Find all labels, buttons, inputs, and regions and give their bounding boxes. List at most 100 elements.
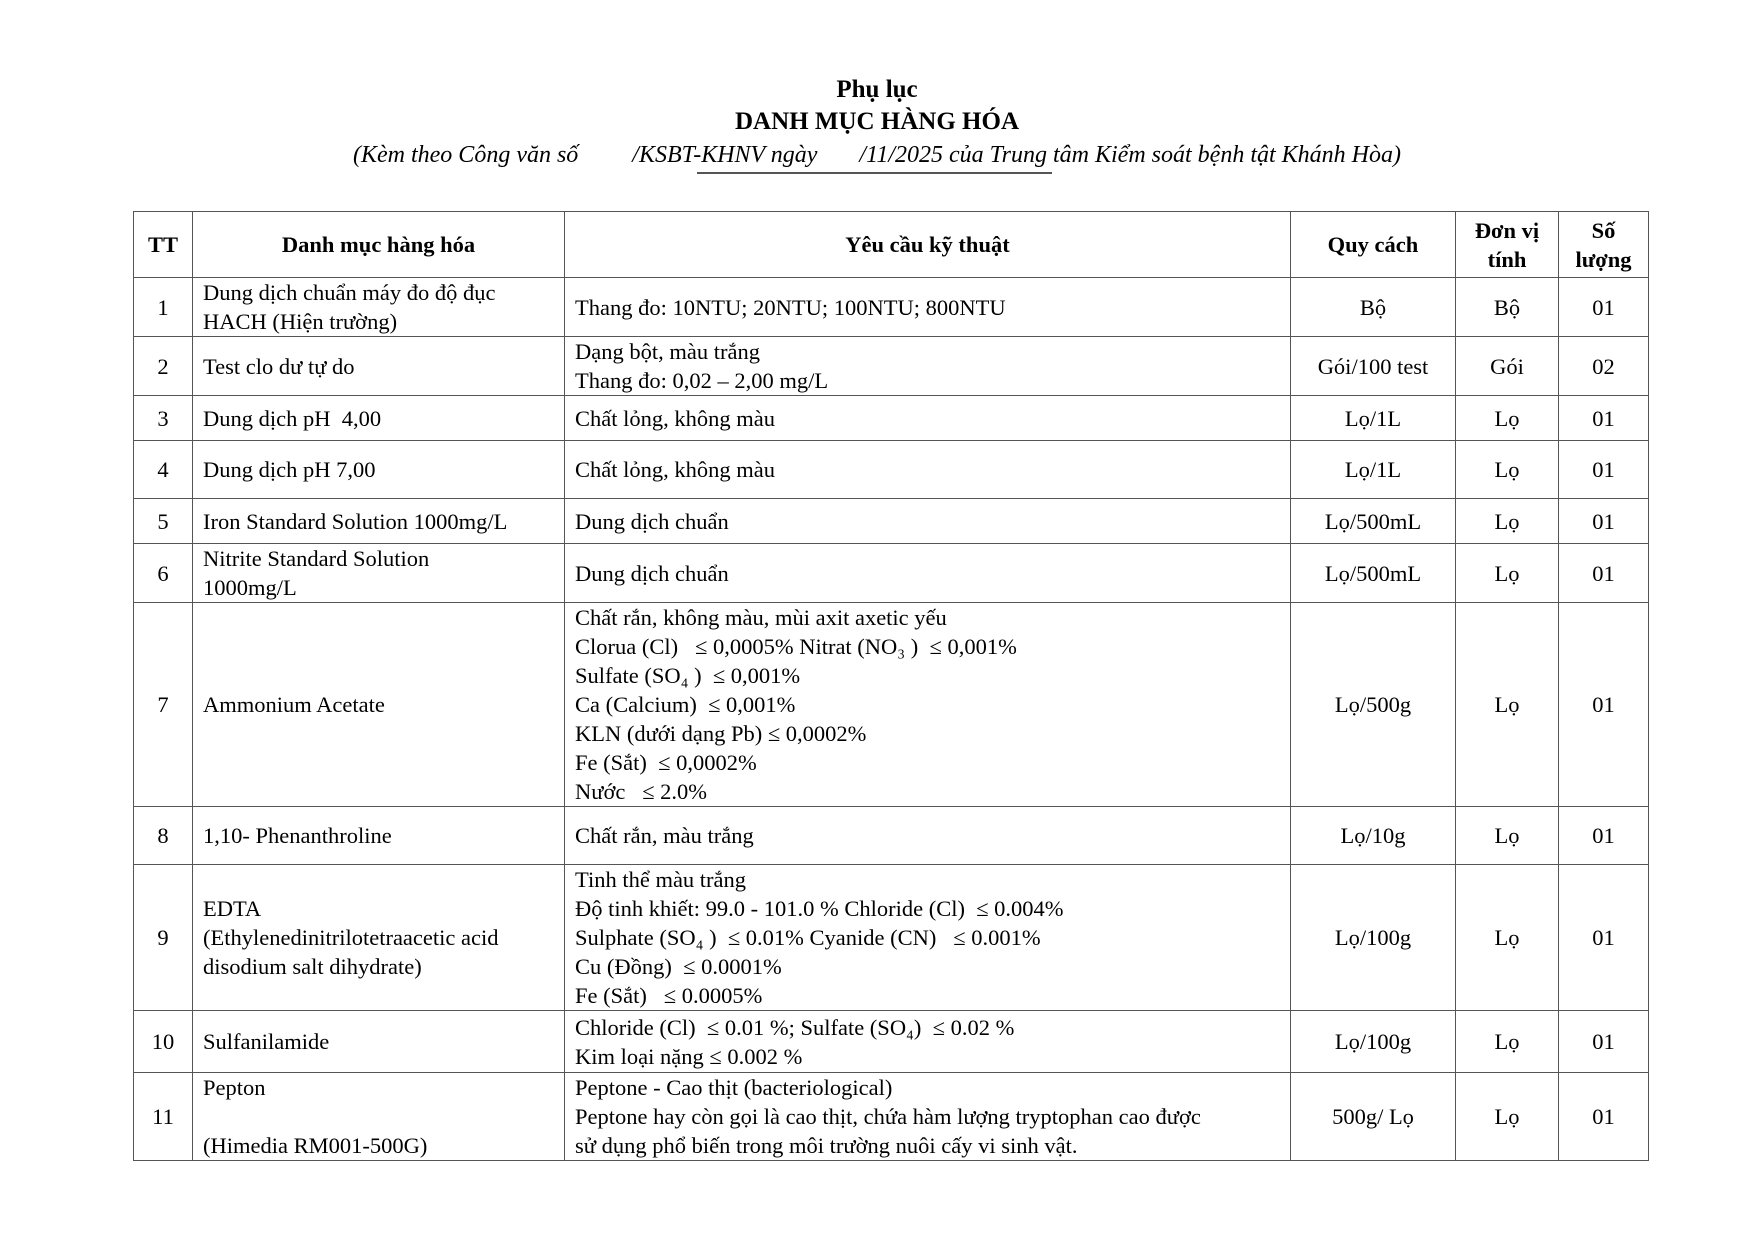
- header-pack: Quy cách: [1290, 211, 1456, 278]
- cell-spec: Chất lỏng, không màu: [564, 395, 1291, 441]
- cell-unit: Lọ: [1455, 1010, 1559, 1073]
- table-row: 3 Dung dịch pH 4,00 Chất lỏng, không màu Lọ…: [133, 395, 1649, 441]
- cell-qty: 01: [1558, 1010, 1649, 1073]
- spec-line: Peptone hay còn gọi là cao thịt, chứa hà…: [575, 1104, 1201, 1129]
- cell-name: Dung dịch pH 7,00: [192, 440, 565, 499]
- cell-unit: Lọ: [1455, 1072, 1559, 1161]
- table-row: 4 Dung dịch pH 7,00 Chất lỏng, không màu Lọ…: [133, 440, 1649, 499]
- name-line: EDTA: [203, 896, 262, 921]
- cell-qty: 01: [1558, 277, 1649, 337]
- spec-line: Ca (Calcium) ≤ 0,001%: [575, 692, 796, 717]
- name-line: Iron Standard Solution 1000mg/L: [203, 508, 508, 534]
- cell-pack: Gói/100 test: [1290, 336, 1456, 396]
- cell-qty: 01: [1558, 498, 1649, 544]
- spec-line: Cu (Đồng) ≤ 0.0001%: [575, 954, 782, 979]
- spec-line: Clorua (Cl) ≤ 0,0005% Nitrat (NO₃ ) ≤ 0,…: [575, 634, 1017, 659]
- name-line: Dung dịch pH 4,00: [203, 405, 382, 431]
- cell-spec: Thang đo: 10NTU; 20NTU; 100NTU; 800NTU: [564, 277, 1291, 337]
- table-header-row: TT Danh mục hàng hóa Yêu cầu kỹ thuật Qu…: [133, 211, 1649, 278]
- cell-unit: Lọ: [1455, 864, 1559, 1011]
- cell-tt: 6: [133, 543, 193, 603]
- header-unit: Đơn vị tính: [1455, 211, 1559, 278]
- table-row: 8 1,10- Phenanthroline Chất rắn, màu trắng…: [133, 806, 1649, 865]
- cell-name: Test clo dư tự do: [192, 336, 565, 396]
- cell-pack: Lọ/10g: [1290, 806, 1456, 865]
- cell-qty: 01: [1558, 602, 1649, 807]
- table-row: 2 Test clo dư tự do Dạng bột, màu trắng Tha…: [133, 336, 1649, 396]
- name-line: 1,10- Phenanthroline: [203, 823, 392, 848]
- cell-spec: Chất rắn, màu trắng: [564, 806, 1291, 865]
- cell-unit: Lọ: [1455, 543, 1559, 603]
- cell-pack: Bộ: [1290, 277, 1456, 337]
- cell-spec: Chất rắn, không màu, mùi axit axetic yếu…: [564, 602, 1291, 807]
- cell-pack: Lọ/1L: [1290, 440, 1456, 499]
- spec-line: Chloride (Cl) ≤ 0.01 %; Sulfate (SO₄) ≤ …: [575, 1014, 1015, 1040]
- spec-line: KLN (dưới dạng Pb) ≤ 0,0002%: [575, 721, 867, 746]
- cell-tt: 10: [133, 1010, 193, 1073]
- name-line: Dung dịch pH 7,00: [203, 457, 376, 482]
- cell-name: EDTA (Ethylenedinitrilotetraacetic acid di…: [192, 864, 565, 1011]
- table-row: 10 Sulfanilamide Chloride (Cl) ≤ 0.01 %; S…: [133, 1010, 1649, 1073]
- spec-line: Chất rắn, màu trắng: [575, 823, 754, 848]
- cell-spec: Dạng bột, màu trắng Thang đo: 0,02 – 2,00…: [564, 336, 1291, 396]
- spec-line: Chất lỏng, không màu: [575, 405, 775, 431]
- name-line: HACH (Hiện trường): [203, 309, 398, 334]
- cell-tt: 2: [133, 336, 193, 396]
- cell-name: Nitrite Standard Solution 1000mg/L: [192, 543, 565, 603]
- table-row: 9 EDTA (Ethylenedinitrilotetraacetic acid d…: [133, 864, 1649, 1011]
- cell-tt: 3: [133, 395, 193, 441]
- table-row: 1 Dung dịch chuẩn máy đo độ đục HACH (Hiện…: [133, 277, 1649, 337]
- table-row: 7 Ammonium Acetate Chất rắn, không màu, mù…: [133, 602, 1649, 807]
- cell-pack: Lọ/100g: [1290, 1010, 1456, 1073]
- underline-divider: [697, 172, 1052, 174]
- cell-tt: 11: [133, 1072, 193, 1161]
- cell-tt: 5: [133, 498, 193, 544]
- table-row: 5 Iron Standard Solution 1000mg/L Dung dịc…: [133, 498, 1649, 544]
- cell-tt: 4: [133, 440, 193, 499]
- name-line: disodium salt dihydrate): [203, 954, 422, 979]
- cell-spec: Tinh thể màu trắng Độ tinh khiết: 99.0 - …: [564, 864, 1291, 1011]
- name-line: Ammonium Acetate: [203, 692, 385, 717]
- cell-tt: 7: [133, 602, 193, 807]
- cell-tt: 9: [133, 864, 193, 1011]
- cell-qty: 01: [1558, 806, 1649, 865]
- header-spec: Yêu cầu kỹ thuật: [564, 211, 1291, 278]
- cell-pack: Lọ/500g: [1290, 602, 1456, 807]
- cell-tt: 1: [133, 277, 193, 337]
- cell-pack: Lọ/1L: [1290, 395, 1456, 441]
- cell-unit: Lọ: [1455, 602, 1559, 807]
- name-line: Pepton: [203, 1075, 266, 1100]
- goods-table: TT Danh mục hàng hóa Yêu cầu kỹ thuật Qu…: [133, 211, 1649, 1161]
- cell-pack: Lọ/500mL: [1290, 543, 1456, 603]
- spec-line: Fe (Sắt) ≤ 0,0002%: [575, 750, 757, 775]
- spec-line: Kim loại nặng ≤ 0.002 %: [575, 1043, 803, 1069]
- spec-line: Sulphate (SO₄ ) ≤ 0.01% Cyanide (CN) ≤ 0…: [575, 925, 1041, 950]
- name-line: Sulfanilamide: [203, 1029, 330, 1054]
- cell-name: Iron Standard Solution 1000mg/L: [192, 498, 565, 544]
- spec-line: Độ tinh khiết: 99.0 - 101.0 % Chloride (…: [575, 896, 1064, 921]
- cell-qty: 01: [1558, 395, 1649, 441]
- cell-unit: Gói: [1455, 336, 1559, 396]
- name-line: Nitrite Standard Solution: [203, 546, 430, 571]
- cell-unit: Lọ: [1455, 440, 1559, 499]
- cell-name: Dung dịch pH 4,00: [192, 395, 565, 441]
- cell-name: Ammonium Acetate: [192, 602, 565, 807]
- name-line: 1000mg/L: [203, 575, 297, 600]
- name-line: Test clo dư tự do: [203, 353, 355, 379]
- header-tt: TT: [133, 211, 193, 278]
- document-subtitle: DANH MỤC HÀNG HÓA: [734, 108, 1019, 135]
- cell-unit: Lọ: [1455, 498, 1559, 544]
- spec-line: Chất lỏng, không màu: [575, 457, 775, 482]
- cell-name: Dung dịch chuẩn máy đo độ đục HACH (Hiện …: [192, 277, 565, 337]
- spec-line: sử dụng phổ biến trong môi trường nuôi c…: [575, 1133, 1078, 1158]
- spec-line: Thang đo: 0,02 – 2,00 mg/L: [575, 368, 829, 393]
- name-line: [203, 1102, 554, 1131]
- cell-unit: Lọ: [1455, 806, 1559, 865]
- cell-qty: 01: [1558, 543, 1649, 603]
- name-line: (Himedia RM001-500G): [203, 1133, 428, 1158]
- cell-pack: Lọ/500mL: [1290, 498, 1456, 544]
- spec-line: Nước ≤ 2.0%: [575, 779, 708, 804]
- cell-spec: Peptone - Cao thịt (bacteriological) Pept…: [564, 1072, 1291, 1161]
- cell-qty: 01: [1558, 440, 1649, 499]
- cell-spec: Chloride (Cl) ≤ 0.01 %; Sulfate (SO₄) ≤ …: [564, 1010, 1291, 1073]
